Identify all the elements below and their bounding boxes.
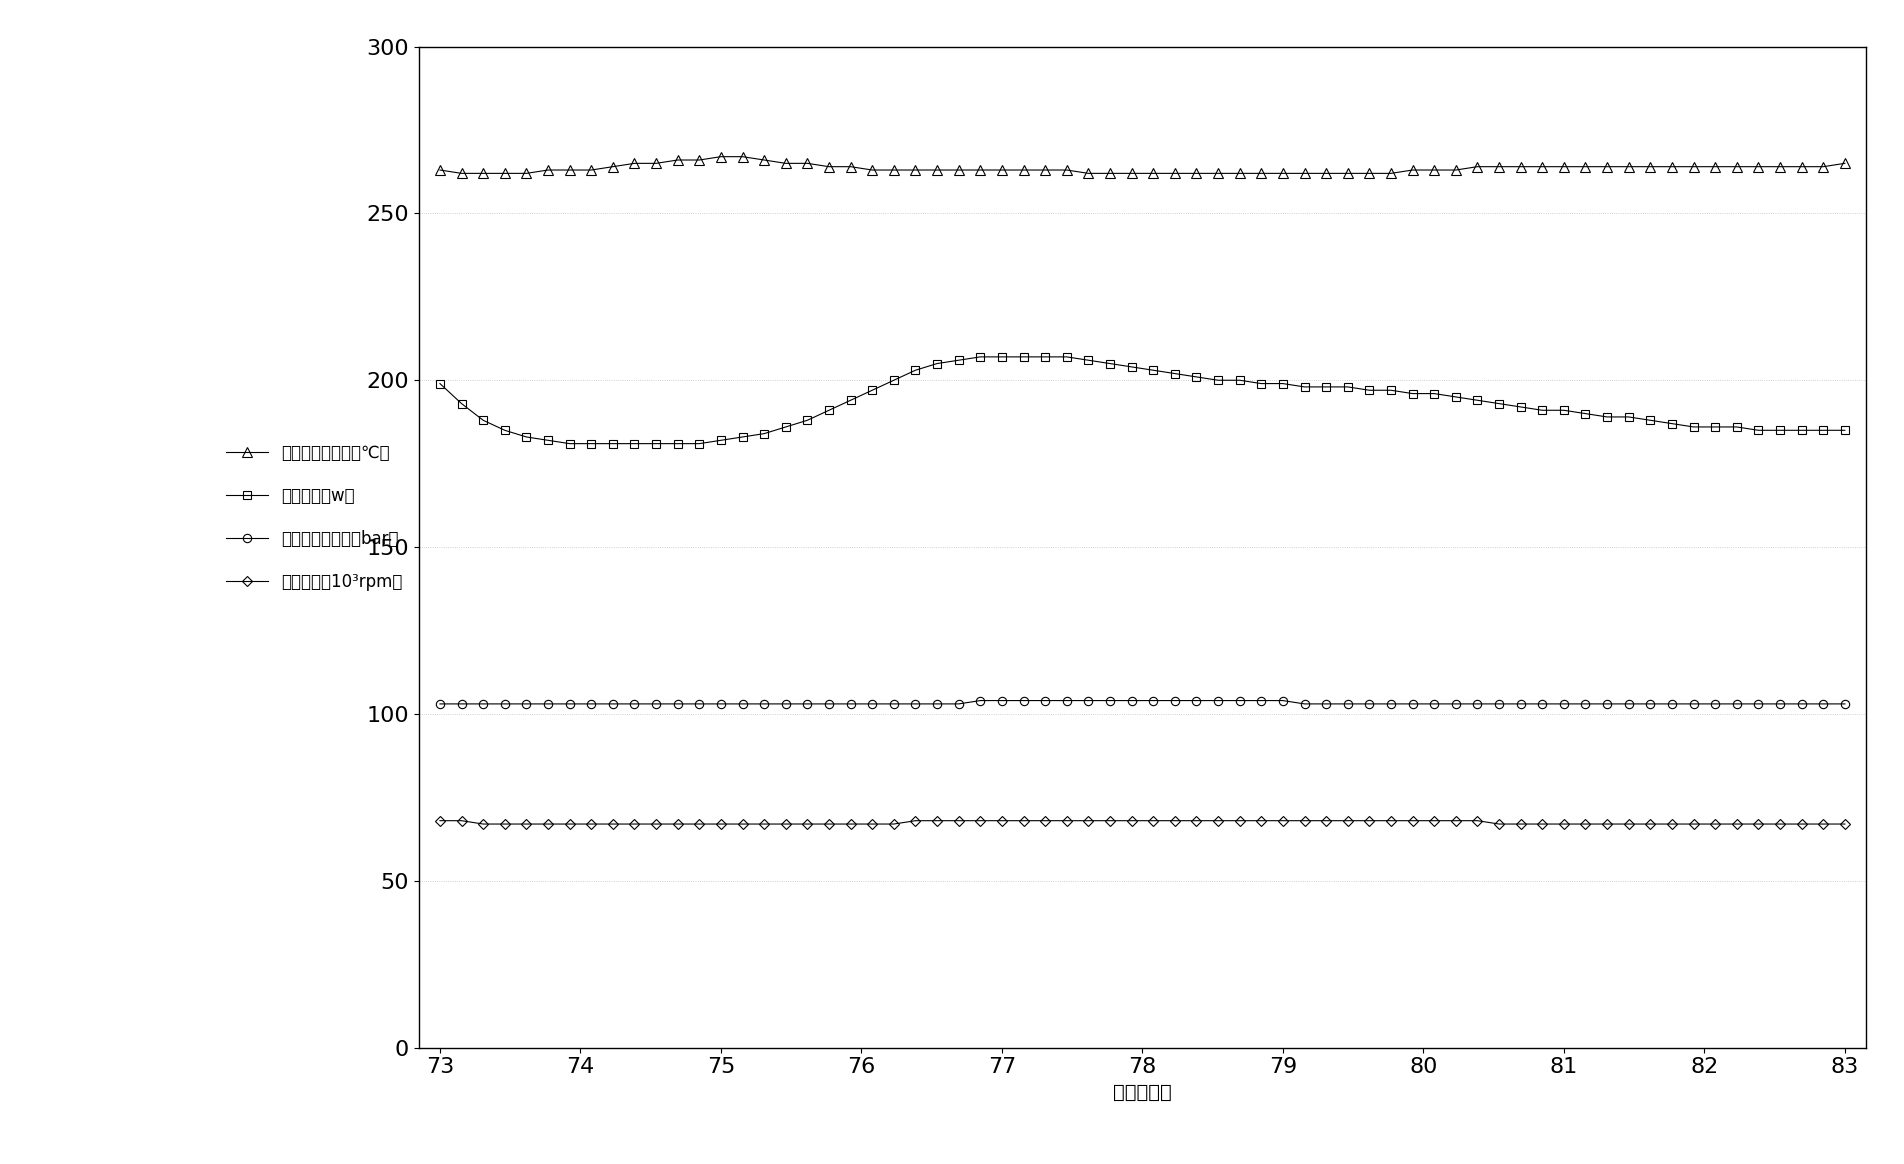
X-axis label: 时间（分）: 时间（分） (1114, 1083, 1171, 1102)
Legend: 浡轮机入口温度（℃）, 产生电力（w）, 浡轮机入口压力（bar）, 旋转速度（10³rpm）: 浡轮机入口温度（℃）, 产生电力（w）, 浡轮机入口压力（bar）, 旋转速度（… (217, 435, 411, 599)
